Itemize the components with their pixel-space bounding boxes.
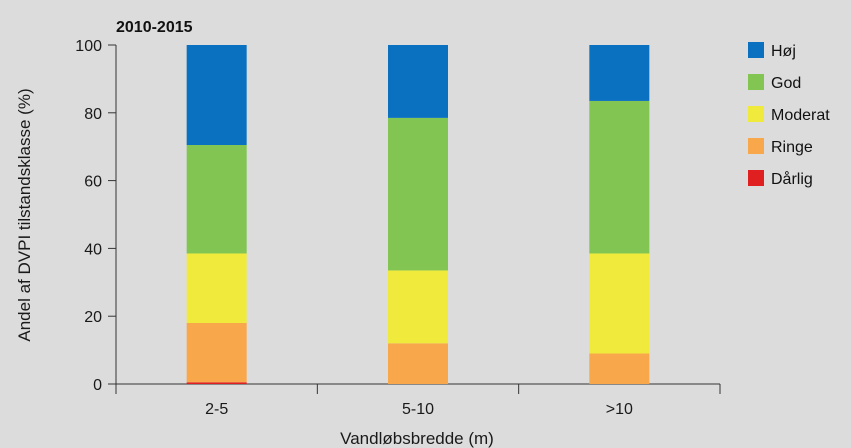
bar-segment bbox=[388, 343, 448, 384]
plot-area: 0 20 40 60 80 100 2-5 5-10 >10 bbox=[75, 38, 721, 418]
legend-label: Dårlig bbox=[771, 170, 813, 188]
bar-segment bbox=[388, 45, 448, 118]
y-tick-label: 0 bbox=[93, 377, 102, 394]
legend-swatch bbox=[748, 42, 764, 58]
y-axis-title: Andel af DVPI tilstandsklasse (%) bbox=[15, 88, 34, 341]
y-tick-label: 40 bbox=[84, 241, 102, 258]
y-tick-label: 60 bbox=[84, 174, 102, 191]
legend-swatch bbox=[748, 138, 764, 154]
bar-segment bbox=[589, 353, 650, 384]
x-tick-label: >10 bbox=[606, 401, 633, 418]
bar-segment bbox=[589, 253, 650, 354]
legend-swatch bbox=[748, 170, 764, 186]
legend-label: Ringe bbox=[771, 139, 813, 156]
legend-swatch bbox=[748, 106, 764, 122]
y-tick-label: 100 bbox=[75, 38, 102, 55]
bar-segment bbox=[186, 45, 247, 146]
x-tick-label: 2-5 bbox=[205, 401, 228, 418]
bar-segment bbox=[186, 253, 247, 323]
bar-segment bbox=[589, 45, 650, 101]
legend-swatch bbox=[748, 74, 764, 90]
bar-segment bbox=[388, 117, 448, 271]
chart-title: 2010-2015 bbox=[116, 19, 193, 36]
x-tick-label: 5-10 bbox=[402, 401, 434, 418]
bar-segment bbox=[186, 322, 247, 383]
x-axis-title: Vandløbsbredde (m) bbox=[340, 429, 494, 448]
bar-segment bbox=[186, 382, 247, 384]
legend-label: Høj bbox=[771, 43, 796, 60]
y-tick-label: 20 bbox=[84, 309, 102, 326]
legend: Høj God Moderat Ringe Dårlig bbox=[748, 42, 830, 188]
bar-segment bbox=[388, 270, 448, 344]
bar-segment bbox=[589, 100, 650, 254]
bar-segment bbox=[186, 145, 247, 254]
y-tick-label: 80 bbox=[84, 106, 102, 123]
legend-label: Moderat bbox=[771, 107, 830, 124]
legend-label: God bbox=[771, 75, 801, 92]
